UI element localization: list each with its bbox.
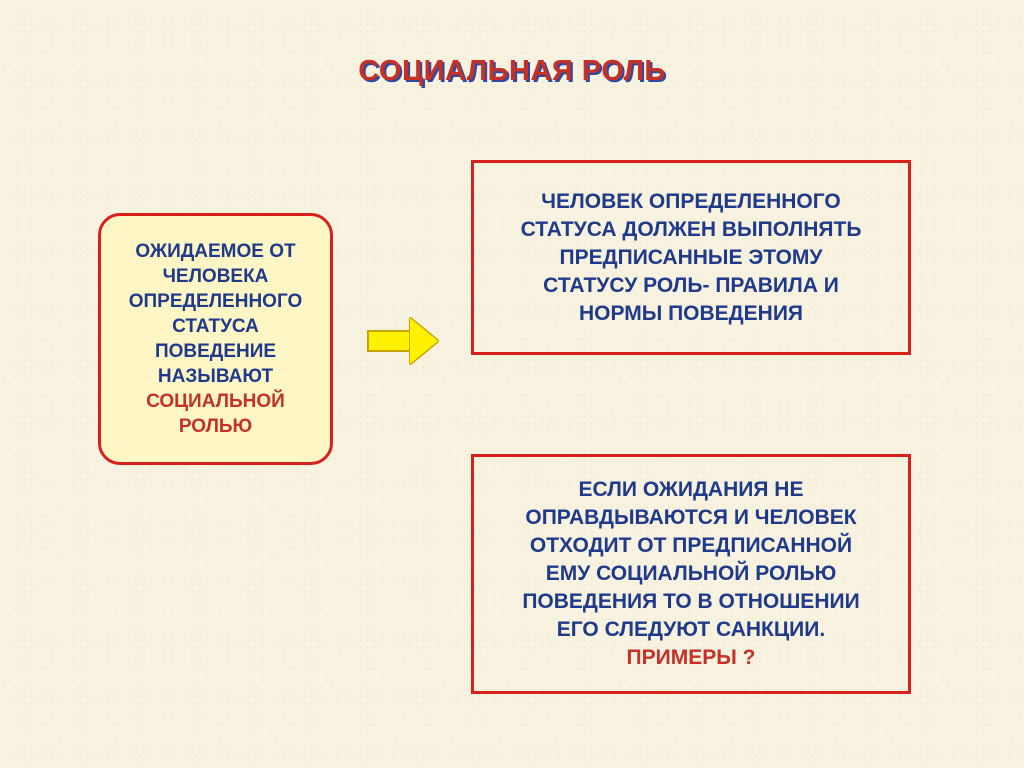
text-line: СТАТУСА ДОЛЖЕН ВЫПОЛНЯТЬ (488, 216, 894, 244)
text-line: ОПРЕДЕЛЕННОГО (115, 289, 316, 314)
text-line: ЕМУ СОЦИАЛЬНОЙ РОЛЬЮ (488, 560, 894, 588)
text-line: ПОВЕДЕНИЯ ТО В ОТНОШЕНИИ (488, 588, 894, 616)
definition-box-content: ОЖИДАЕМОЕ ОТЧЕЛОВЕКАОПРЕДЕЛЕННОГОСТАТУСА… (115, 239, 316, 439)
text-line: СОЦИАЛЬНОЙ (115, 389, 316, 414)
text-line: НАЗЫВАЮТ (115, 364, 316, 389)
text-line: ПОВЕДЕНИЕ (115, 339, 316, 364)
explanation-box-bottom-content: ЕСЛИ ОЖИДАНИЯ НЕОПРАВДЫВАЮТСЯ И ЧЕЛОВЕКО… (488, 476, 894, 672)
explanation-box-top: ЧЕЛОВЕК ОПРЕДЕЛЕННОГОСТАТУСА ДОЛЖЕН ВЫПО… (471, 160, 911, 355)
text-line: ОПРАВДЫВАЮТСЯ И ЧЕЛОВЕК (488, 504, 894, 532)
text-line: ЕГО СЛЕДУЮТ САНКЦИИ. (488, 616, 894, 644)
text-line: НОРМЫ ПОВЕДЕНИЯ (488, 300, 894, 328)
arrow-right-icon (367, 318, 438, 364)
arrow-head (410, 318, 438, 364)
text-line: ПРИМЕРЫ ? (488, 644, 894, 672)
text-line: ОЖИДАЕМОЕ ОТ (115, 239, 316, 264)
text-line: ЧЕЛОВЕКА (115, 264, 316, 289)
text-line: ЕСЛИ ОЖИДАНИЯ НЕ (488, 476, 894, 504)
text-line: СТАТУСУ РОЛЬ- ПРАВИЛА И (488, 272, 894, 300)
arrow-shaft (367, 330, 412, 352)
text-line: РОЛЬЮ (115, 414, 316, 439)
explanation-box-top-content: ЧЕЛОВЕК ОПРЕДЕЛЕННОГОСТАТУСА ДОЛЖЕН ВЫПО… (488, 188, 894, 328)
text-line: ПРЕДПИСАННЫЕ ЭТОМУ (488, 244, 894, 272)
slide-title: СОЦИАЛЬНАЯ РОЛЬ (0, 55, 1024, 88)
text-line: ЧЕЛОВЕК ОПРЕДЕЛЕННОГО (488, 188, 894, 216)
text-line: СТАТУСА (115, 314, 316, 339)
explanation-box-bottom: ЕСЛИ ОЖИДАНИЯ НЕОПРАВДЫВАЮТСЯ И ЧЕЛОВЕКО… (471, 454, 911, 694)
slide-title-text: СОЦИАЛЬНАЯ РОЛЬ (358, 55, 666, 87)
text-line: ОТХОДИТ ОТ ПРЕДПИСАННОЙ (488, 532, 894, 560)
definition-box: ОЖИДАЕМОЕ ОТЧЕЛОВЕКАОПРЕДЕЛЕННОГОСТАТУСА… (98, 213, 333, 465)
